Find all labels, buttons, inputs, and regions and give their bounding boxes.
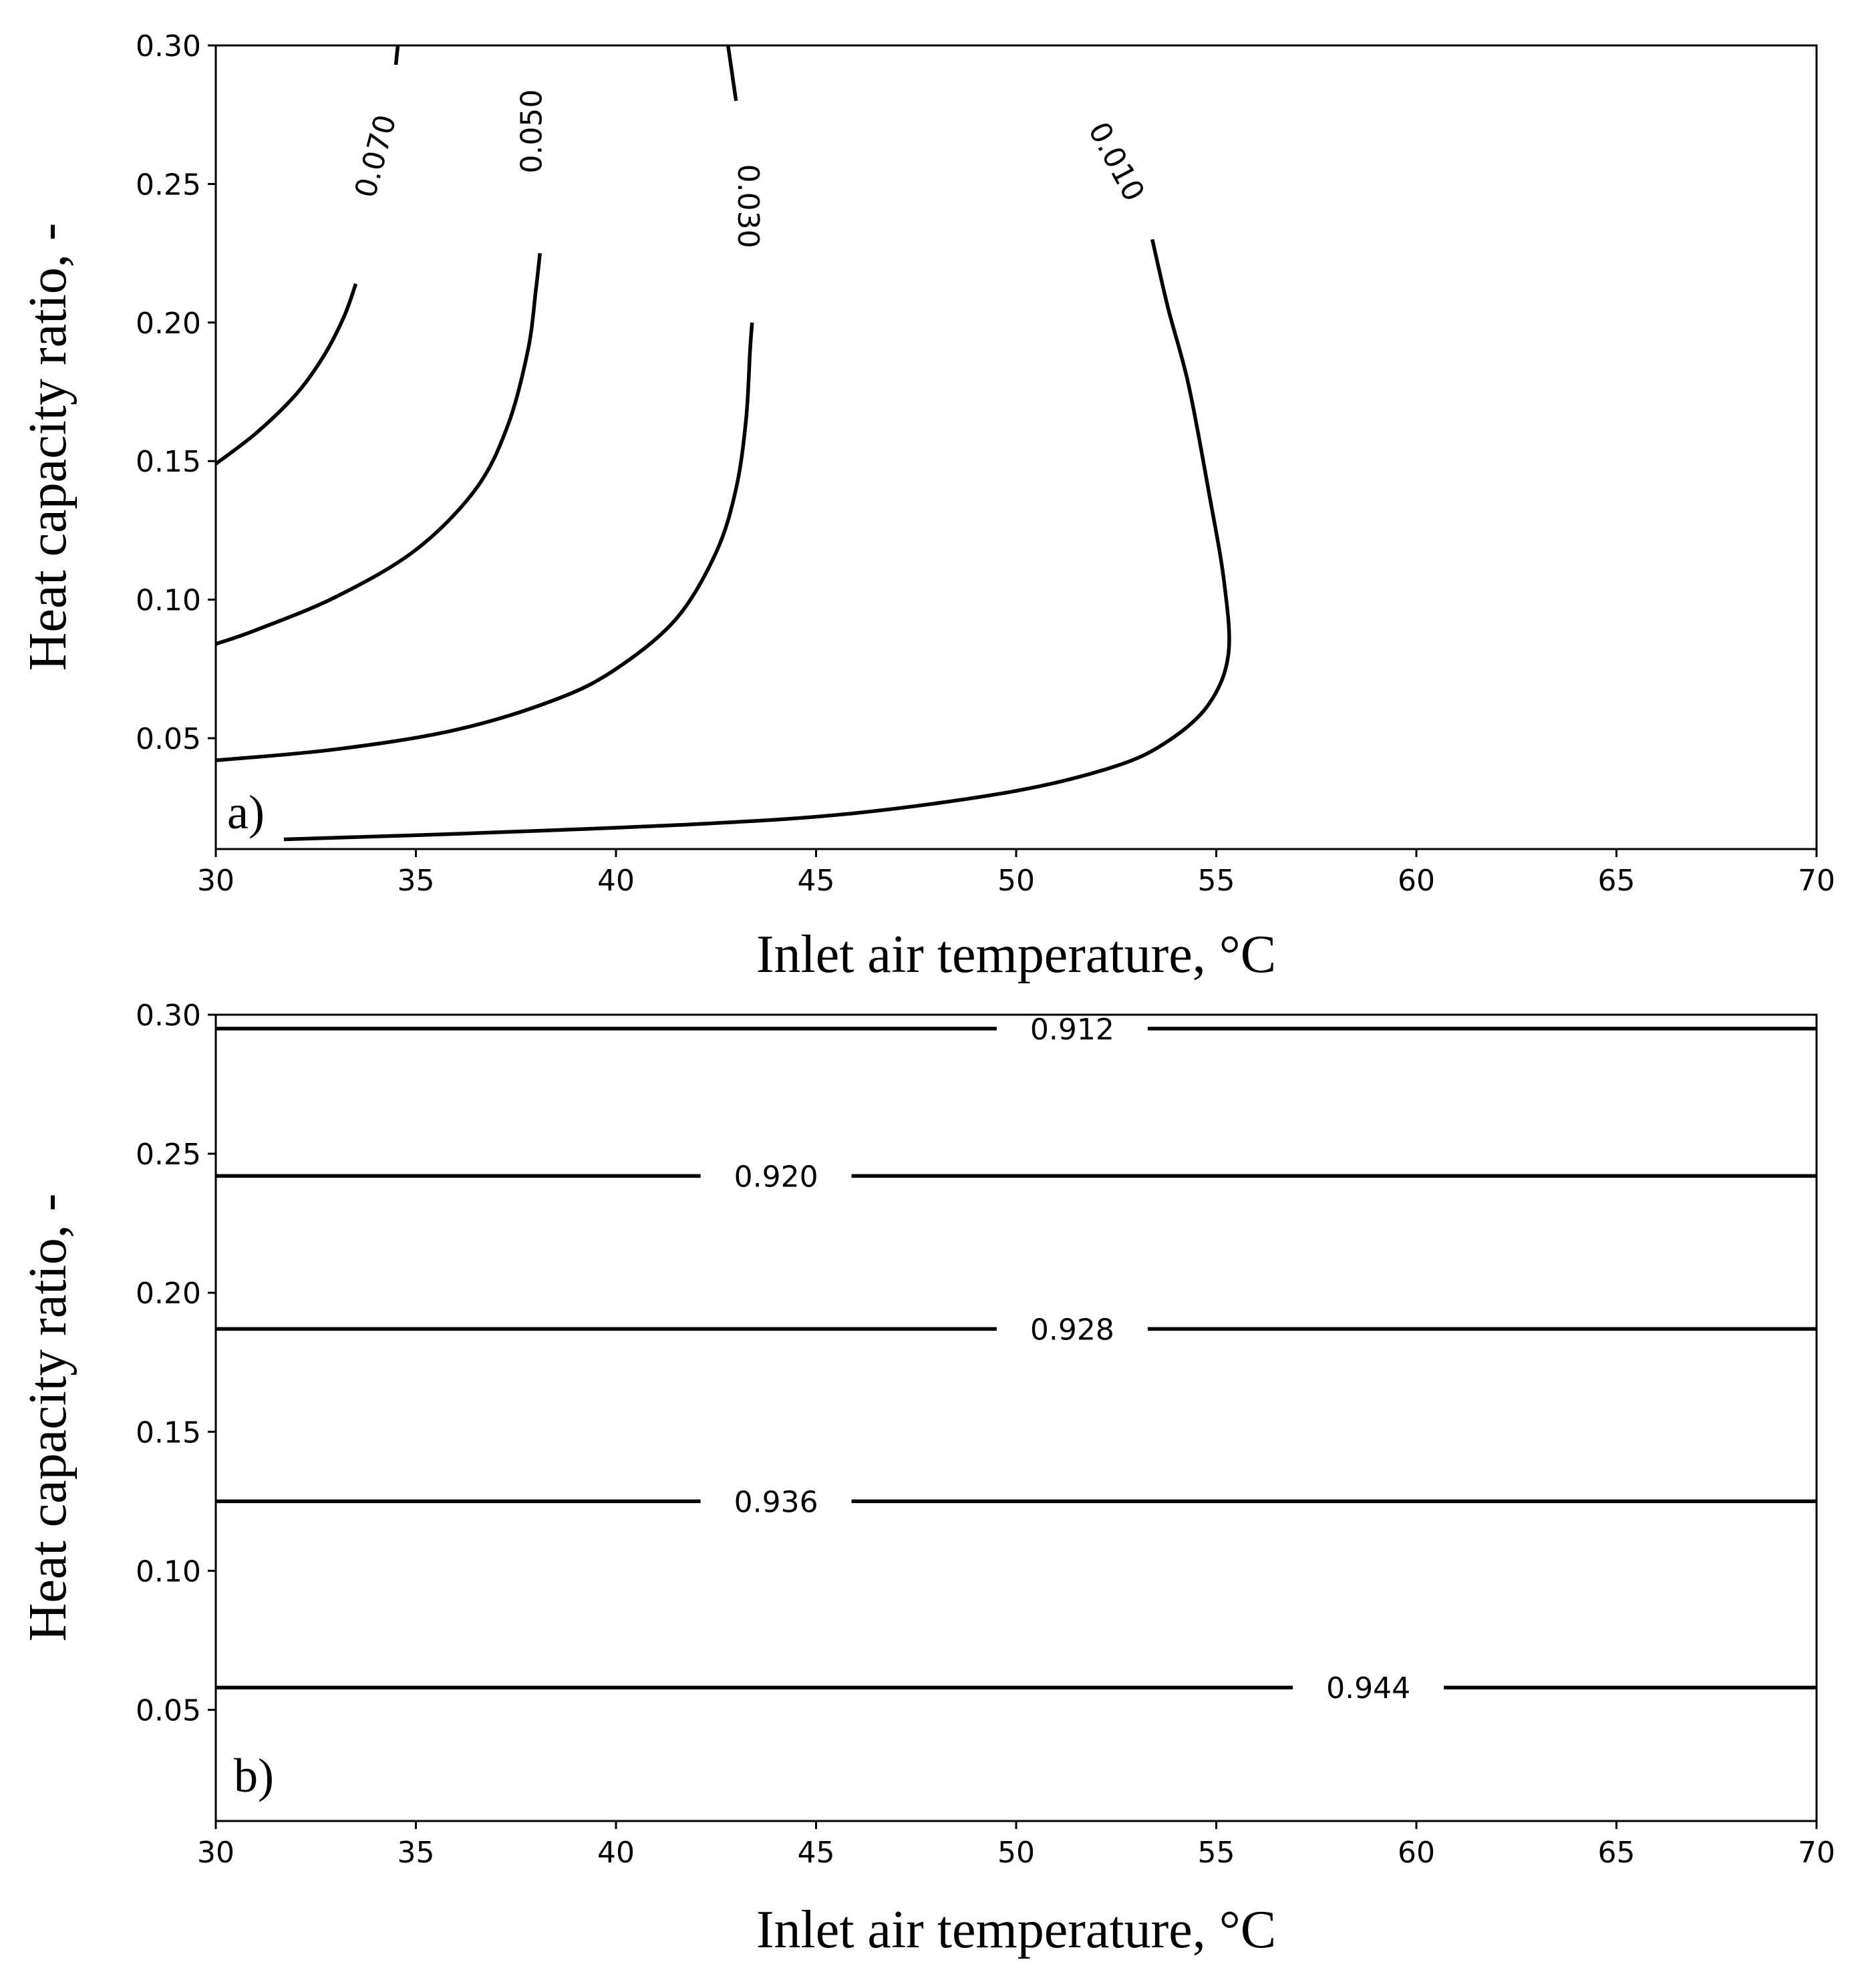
panel-b-plot-frame — [214, 1013, 1818, 1822]
contour-label-0.928: 0.928 — [1030, 1313, 1114, 1347]
contour-label-0.010: 0.010 — [1082, 117, 1151, 207]
contour-label-0.944: 0.944 — [1326, 1671, 1410, 1705]
panel-a-tag: a) — [227, 786, 265, 839]
panel-b-x-tick-label: 45 — [798, 1836, 835, 1870]
panel-a-y-tick-label: 0.25 — [136, 168, 201, 202]
panel-a-x-tick-label: 35 — [398, 864, 435, 898]
panel-a-x-tick-label: 65 — [1598, 864, 1635, 898]
contour-line-0.070 — [214, 283, 358, 466]
panel-a-x-tick-label: 40 — [597, 864, 635, 898]
panel-b-x-tick-label: 65 — [1598, 1836, 1635, 1870]
panel-a-x-tick-label: 60 — [1398, 864, 1435, 898]
contour-0.050: 0.050 — [215, 90, 549, 646]
contour-0.944: 0.944 — [216, 1671, 1817, 1705]
contour-0.070: 0.070 — [214, 45, 404, 466]
panel-a-y-tick-label: 0.15 — [136, 445, 201, 479]
panel-b-contour-plot: 30 35 40 45 50 55 60 65 70 0.05 0.10 0.15 0.20 0.25 0.… — [19, 999, 1835, 1959]
panel-b-x-tick-label: 50 — [997, 1836, 1035, 1870]
contour-line-0.050 — [215, 253, 542, 646]
panel-b-y-tick-label: 0.05 — [136, 1694, 201, 1728]
panel-b-ticks: 30 35 40 45 50 55 60 65 70 0.05 0.10 0.15 0.20 0.25 0.… — [136, 999, 1835, 1870]
contour-line-0.030 — [215, 322, 754, 763]
panel-b-x-axis-title: Inlet air temperature, °C — [756, 1901, 1276, 1959]
panel-a-x-tick-label: 45 — [798, 864, 835, 898]
panel-b-x-tick-label: 60 — [1398, 1836, 1435, 1870]
panel-b-x-tick-label: 55 — [1198, 1836, 1235, 1870]
contour-0.912: 0.912 — [216, 1013, 1817, 1047]
panel-b-tag: b) — [234, 1749, 274, 1802]
contour-line-0.030 — [726, 45, 738, 102]
panel-b-x-tick-label: 40 — [597, 1836, 635, 1870]
contour-0.928: 0.928 — [216, 1313, 1817, 1347]
panel-a-y-tick-label: 0.10 — [136, 584, 201, 618]
panel-b-y-tick-label: 0.20 — [136, 1277, 201, 1311]
panel-b-y-tick-label: 0.15 — [136, 1416, 201, 1450]
panel-a-contour-plot: 30 35 40 45 50 55 60 65 70 0.05 0.10 0.15 0.20 0.25 0.… — [19, 29, 1835, 984]
panel-a-y-tick-label: 0.30 — [136, 29, 201, 63]
panel-b-y-tick-label: 0.25 — [136, 1138, 201, 1172]
contour-label-0.936: 0.936 — [734, 1485, 818, 1519]
contour-0.030: 0.030 — [215, 45, 765, 763]
panel-a-contour-lines: 0.070 0.050 0.030 0.010 — [214, 45, 1231, 842]
panel-a-x-tick-label: 55 — [1198, 864, 1235, 898]
panel-a-y-tick-label: 0.20 — [136, 307, 201, 341]
panel-a-y-axis-title: Heat capacity ratio, - — [19, 223, 77, 671]
panel-a-x-tick-label: 30 — [197, 864, 234, 898]
contour-label-0.030: 0.030 — [731, 164, 765, 249]
panel-b-x-tick-label: 70 — [1798, 1836, 1835, 1870]
contour-label-0.912: 0.912 — [1030, 1013, 1114, 1047]
panel-b-y-axis-title: Heat capacity ratio, - — [19, 1194, 77, 1642]
panel-b-x-tick-label: 30 — [197, 1836, 234, 1870]
contour-0.936: 0.936 — [216, 1485, 1817, 1519]
panel-b-y-tick-label: 0.10 — [136, 1554, 201, 1589]
panel-a-y-tick-label: 0.05 — [136, 722, 201, 756]
contour-line-0.070 — [394, 45, 400, 65]
contour-0.920: 0.920 — [216, 1160, 1817, 1194]
contour-label-0.050: 0.050 — [515, 90, 549, 174]
panel-a-x-tick-label: 50 — [997, 864, 1035, 898]
panel-a-x-axis-title: Inlet air temperature, °C — [756, 925, 1276, 984]
panel-b-x-tick-label: 35 — [398, 1836, 435, 1870]
contour-label-0.070: 0.070 — [349, 111, 404, 201]
panel-b-contour-lines: 0.912 0.920 0.928 0.936 0.944 — [216, 1013, 1817, 1705]
contour-line-0.010 — [283, 238, 1231, 842]
panel-a-x-tick-label: 70 — [1798, 864, 1835, 898]
panel-a-ticks: 30 35 40 45 50 55 60 65 70 0.05 0.10 0.15 0.20 0.25 0.… — [136, 29, 1835, 898]
contour-label-0.920: 0.920 — [734, 1160, 818, 1194]
panel-b-y-tick-label: 0.30 — [136, 999, 201, 1033]
